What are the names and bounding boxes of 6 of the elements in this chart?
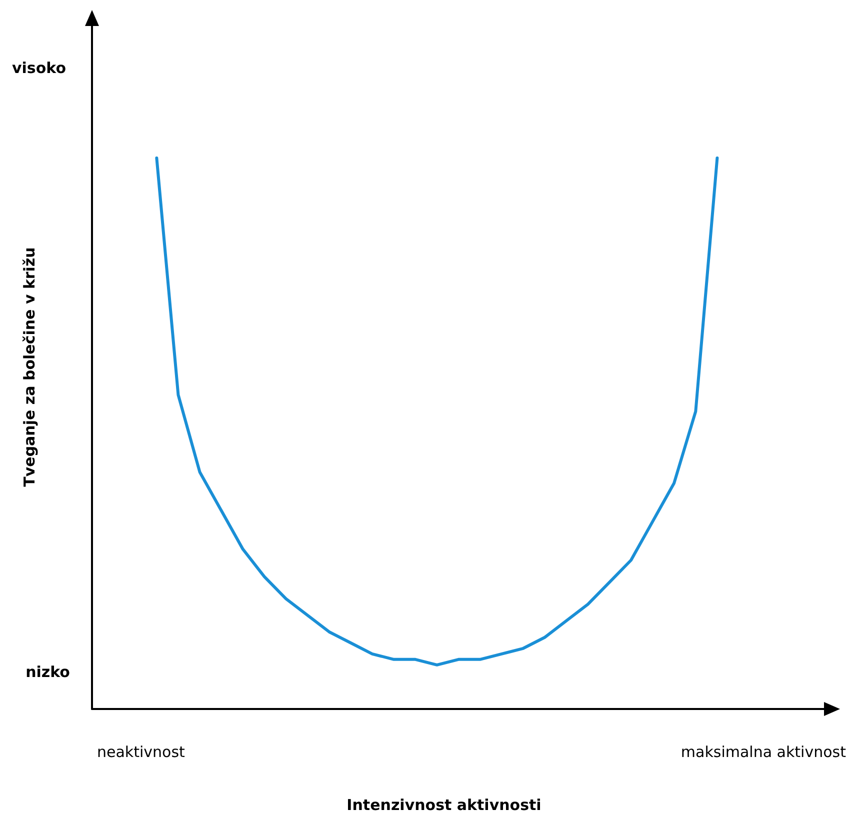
text: nizko	[26, 663, 70, 681]
text: visoko	[12, 59, 66, 77]
y-axis-title: Tveganje za bolečine v križu	[20, 247, 38, 487]
text: neaktivnost	[97, 743, 186, 761]
text: maksimalna aktivnost	[680, 743, 846, 761]
text: Intenzivnost aktivnosti	[346, 796, 542, 814]
